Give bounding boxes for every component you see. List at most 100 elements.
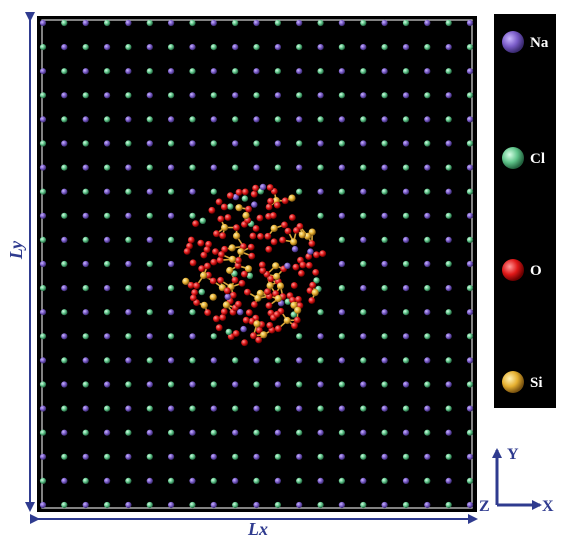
- cl-atom: [189, 19, 196, 27]
- na-atom: [274, 92, 281, 99]
- na-atom: [338, 357, 345, 364]
- si-atom: [228, 255, 237, 263]
- cl-atom: [338, 236, 345, 243]
- cl-atom: [445, 501, 452, 509]
- na-atom: [296, 501, 303, 509]
- cl-atom: [168, 188, 175, 195]
- o-atom: [186, 242, 193, 250]
- cl-atom: [424, 477, 431, 484]
- na-atom: [338, 116, 345, 123]
- si-atom: [253, 320, 261, 328]
- cl-atom: [402, 309, 410, 316]
- coordinate-axes: Y X Z: [479, 446, 554, 515]
- cl-atom: [61, 19, 68, 27]
- o-atom: [204, 309, 212, 316]
- cl-atom: [168, 381, 175, 388]
- o-atom: [235, 188, 243, 196]
- na-atom: [104, 477, 111, 484]
- cl-atom: [241, 195, 249, 202]
- na-atom: [296, 116, 303, 123]
- cl-atom: [296, 140, 303, 147]
- cl-atom: [424, 44, 431, 51]
- cl-atom: [189, 309, 196, 316]
- si-atom: [242, 211, 250, 220]
- o-atom: [218, 251, 225, 258]
- cl-atom: [82, 285, 89, 292]
- cl-atom: [317, 453, 324, 460]
- na-atom: [360, 285, 367, 292]
- na-atom: [402, 92, 410, 99]
- na-atom: [125, 19, 132, 27]
- si-atom: [311, 289, 319, 297]
- na-atom: [402, 44, 410, 51]
- cl-atom: [445, 260, 452, 268]
- si-atom: [228, 244, 236, 252]
- si-atom: [254, 294, 262, 302]
- o-atom: [213, 315, 220, 323]
- o-atom: [189, 259, 197, 267]
- na-atom: [232, 140, 239, 147]
- na-atom: [402, 285, 410, 292]
- cl-atom: [253, 92, 260, 99]
- na-atom: [274, 477, 281, 484]
- o-atom: [305, 253, 313, 260]
- cl-atom: [466, 44, 474, 51]
- cl-atom: [360, 357, 367, 364]
- legend-item-cl: Cl: [502, 147, 545, 169]
- cl-atom: [104, 309, 111, 316]
- y-axis-label: Y: [507, 446, 519, 463]
- o-atom: [284, 227, 292, 235]
- cl-atom: [445, 357, 452, 364]
- si-atom: [209, 293, 217, 301]
- cl-atom: [168, 429, 175, 436]
- na-atom: [466, 357, 474, 364]
- legend-sphere-na: [502, 31, 524, 53]
- cl-atom: [104, 453, 111, 460]
- cl-atom: [338, 188, 345, 195]
- na-atom: [445, 333, 452, 340]
- cl-atom: [39, 381, 47, 388]
- cl-atom: [296, 381, 303, 388]
- na-atom: [466, 19, 474, 27]
- cl-atom: [104, 68, 111, 75]
- cl-atom: [125, 285, 132, 292]
- cl-atom: [61, 405, 68, 412]
- na-atom: [61, 477, 68, 484]
- na-atom: [424, 357, 431, 364]
- cl-atom: [189, 453, 196, 460]
- cl-atom: [360, 405, 367, 412]
- na-atom: [317, 381, 324, 388]
- na-atom: [125, 116, 132, 123]
- na-atom: [104, 285, 111, 292]
- na-atom: [125, 357, 132, 364]
- legend-sphere-cl: [502, 147, 524, 169]
- si-atom: [235, 204, 243, 212]
- na-atom: [445, 381, 452, 388]
- cl-atom: [146, 260, 153, 268]
- na-atom: [82, 164, 89, 171]
- o-atom: [235, 300, 242, 308]
- na-atom: [39, 260, 47, 268]
- cl-atom: [168, 44, 175, 51]
- cl-atom: [402, 405, 410, 412]
- si-atom: [200, 301, 208, 309]
- cl-atom: [199, 217, 206, 224]
- o-atom: [224, 214, 232, 221]
- na-atom: [445, 44, 452, 51]
- cl-atom: [39, 285, 47, 292]
- na-atom: [317, 429, 324, 436]
- cl-atom: [232, 405, 239, 412]
- si-atom: [304, 232, 312, 240]
- o-atom: [187, 236, 195, 244]
- cl-atom: [39, 188, 47, 195]
- cl-atom: [104, 164, 111, 171]
- na-atom: [466, 68, 474, 75]
- cl-atom: [274, 501, 281, 509]
- cl-atom: [198, 288, 205, 296]
- na-atom: [424, 19, 431, 27]
- cl-atom: [146, 116, 153, 123]
- cl-atom: [189, 116, 196, 123]
- na-atom: [61, 333, 68, 340]
- cl-atom: [227, 203, 234, 210]
- cl-atom: [39, 236, 47, 243]
